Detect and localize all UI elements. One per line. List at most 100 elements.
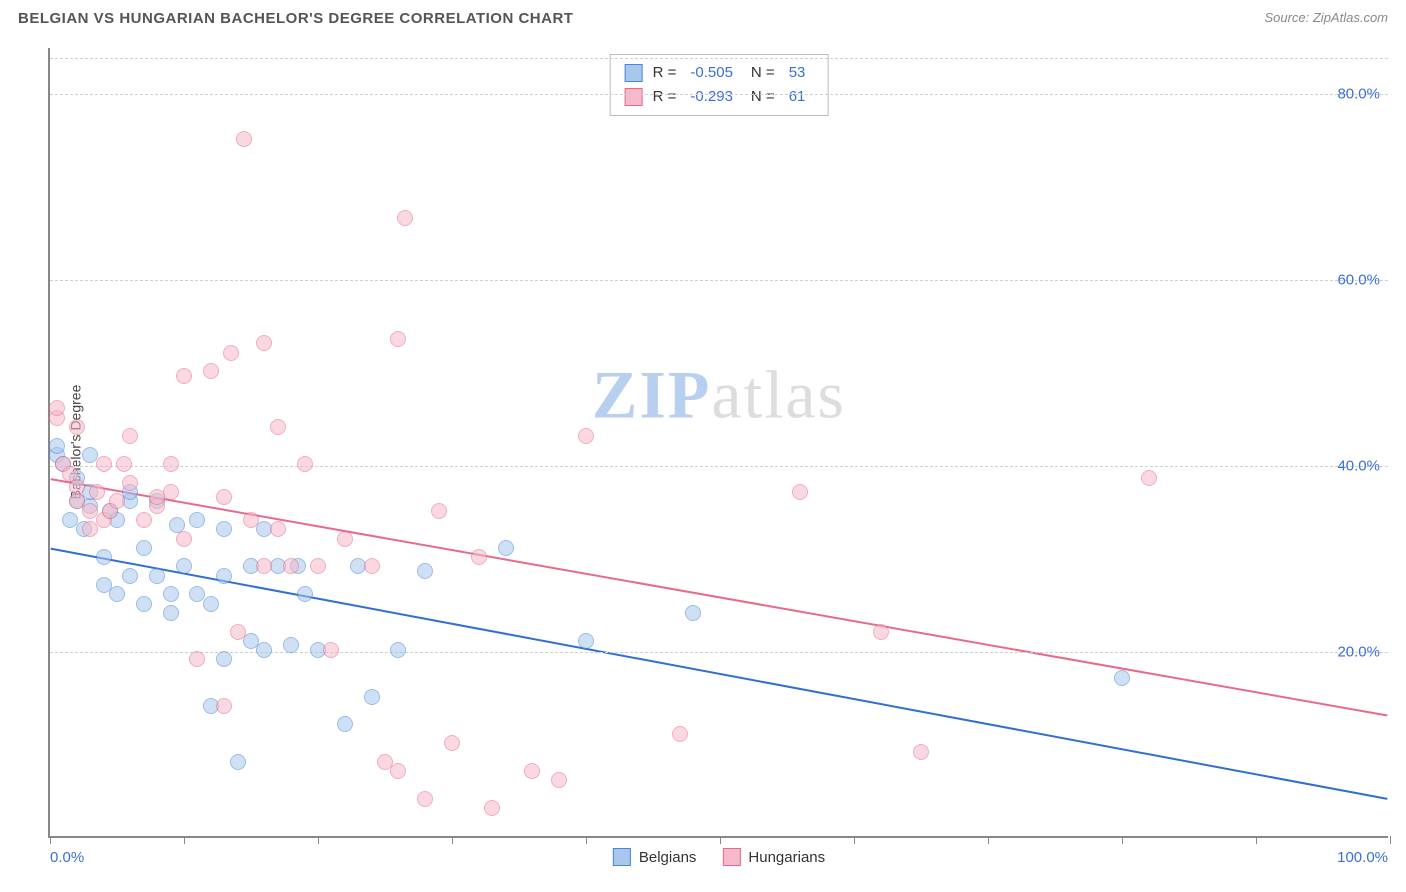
data-point xyxy=(69,419,85,435)
data-point xyxy=(323,642,339,658)
chart-title: BELGIAN VS HUNGARIAN BACHELOR'S DEGREE C… xyxy=(18,10,573,27)
swatch-icon xyxy=(722,848,740,866)
trend-lines-layer xyxy=(50,48,1388,836)
x-tick xyxy=(720,836,721,844)
data-point xyxy=(176,558,192,574)
data-point xyxy=(223,345,239,361)
y-tick-label: 20.0% xyxy=(1337,644,1380,661)
data-point xyxy=(256,642,272,658)
data-point xyxy=(364,558,380,574)
data-point xyxy=(270,419,286,435)
swatch-icon xyxy=(613,848,631,866)
data-point xyxy=(243,512,259,528)
legend-item-belgians: Belgians xyxy=(613,848,697,866)
data-point xyxy=(96,549,112,565)
gridline xyxy=(50,652,1388,653)
x-tick xyxy=(452,836,453,844)
data-point xyxy=(390,331,406,347)
x-tick xyxy=(854,836,855,844)
data-point xyxy=(109,493,125,509)
data-point xyxy=(417,563,433,579)
data-point xyxy=(216,521,232,537)
data-point xyxy=(122,428,138,444)
data-point xyxy=(337,716,353,732)
data-point xyxy=(49,400,65,416)
source-attribution: Source: ZipAtlas.com xyxy=(1264,10,1388,25)
data-point xyxy=(873,624,889,640)
data-point xyxy=(189,512,205,528)
x-tick xyxy=(318,836,319,844)
data-point xyxy=(551,772,567,788)
swatch-belgians xyxy=(625,64,643,82)
data-point xyxy=(96,456,112,472)
data-point xyxy=(163,586,179,602)
data-point xyxy=(283,637,299,653)
data-point xyxy=(672,726,688,742)
legend-row-belgians: R =-0.505 N =53 xyxy=(625,61,814,85)
data-point xyxy=(578,633,594,649)
legend-row-hungarians: R =-0.293 N =61 xyxy=(625,85,814,109)
data-point xyxy=(297,586,313,602)
data-point xyxy=(297,456,313,472)
scatter-plot: Bachelor's Degree ZIPatlas R =-0.505 N =… xyxy=(48,48,1388,838)
x-tick xyxy=(1122,836,1123,844)
correlation-legend: R =-0.505 N =53 R =-0.293 N =61 xyxy=(610,54,829,116)
data-point xyxy=(149,568,165,584)
series-legend: Belgians Hungarians xyxy=(613,848,825,866)
data-point xyxy=(230,754,246,770)
data-point xyxy=(122,475,138,491)
data-point xyxy=(390,763,406,779)
data-point xyxy=(136,540,152,556)
y-tick-label: 40.0% xyxy=(1337,458,1380,475)
data-point xyxy=(163,605,179,621)
data-point xyxy=(230,624,246,640)
data-point xyxy=(116,456,132,472)
x-tick xyxy=(50,836,51,844)
data-point xyxy=(256,558,272,574)
data-point xyxy=(1114,670,1130,686)
data-point xyxy=(578,428,594,444)
data-point xyxy=(176,368,192,384)
data-point xyxy=(216,568,232,584)
data-point xyxy=(122,568,138,584)
data-point xyxy=(498,540,514,556)
data-point xyxy=(471,549,487,565)
x-tick xyxy=(1256,836,1257,844)
data-point xyxy=(216,489,232,505)
data-point xyxy=(136,596,152,612)
gridline xyxy=(50,466,1388,467)
data-point xyxy=(109,586,125,602)
data-point xyxy=(310,558,326,574)
x-axis-max-label: 100.0% xyxy=(1337,849,1388,866)
data-point xyxy=(163,484,179,500)
data-point xyxy=(283,558,299,574)
x-tick xyxy=(1390,836,1391,844)
y-tick-label: 80.0% xyxy=(1337,86,1380,103)
data-point xyxy=(270,521,286,537)
x-tick xyxy=(184,836,185,844)
data-point xyxy=(203,363,219,379)
x-tick xyxy=(586,836,587,844)
data-point xyxy=(256,335,272,351)
data-point xyxy=(364,689,380,705)
data-point xyxy=(176,531,192,547)
swatch-hungarians xyxy=(625,88,643,106)
gridline xyxy=(50,94,1388,95)
gridline xyxy=(50,280,1388,281)
data-point xyxy=(444,735,460,751)
data-point xyxy=(216,698,232,714)
data-point xyxy=(189,651,205,667)
x-tick xyxy=(988,836,989,844)
data-point xyxy=(69,479,85,495)
data-point xyxy=(337,531,353,547)
data-point xyxy=(524,763,540,779)
x-axis-min-label: 0.0% xyxy=(50,849,84,866)
data-point xyxy=(89,484,105,500)
legend-item-hungarians: Hungarians xyxy=(722,848,825,866)
data-point xyxy=(431,503,447,519)
data-point xyxy=(203,596,219,612)
data-point xyxy=(685,605,701,621)
data-point xyxy=(163,456,179,472)
data-point xyxy=(390,642,406,658)
data-point xyxy=(792,484,808,500)
